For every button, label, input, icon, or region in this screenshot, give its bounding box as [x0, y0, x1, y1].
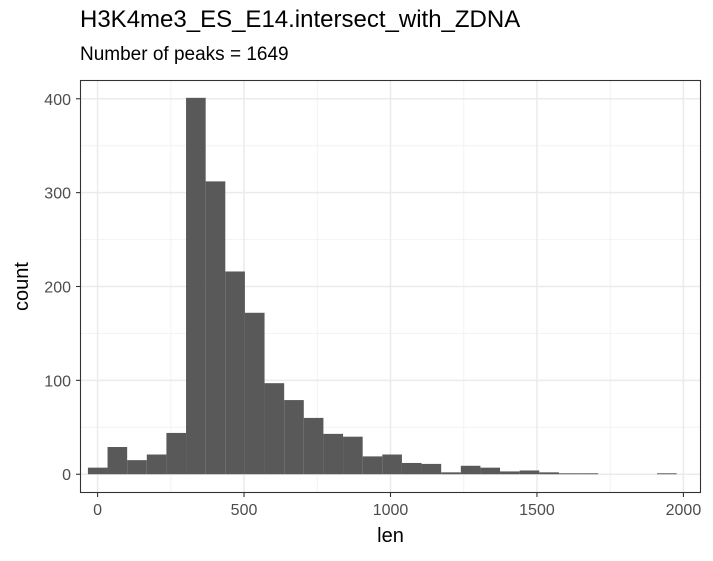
y-tick-label: 0: [62, 467, 71, 484]
histogram-bar: [578, 473, 599, 475]
histogram-bar: [244, 312, 265, 475]
y-axis-ticks: 0 100 200 300 400: [44, 92, 80, 484]
y-axis-title: count: [11, 262, 33, 311]
histogram-bar: [480, 467, 501, 475]
chart-title: H3K4me3_ES_E14.intersect_with_ZDNA: [80, 6, 521, 33]
histogram-bar: [657, 473, 677, 475]
y-tick-label: 400: [44, 92, 71, 109]
histogram-bar: [225, 271, 245, 475]
histogram-bar: [186, 97, 206, 475]
histogram-bar: [558, 473, 579, 475]
histogram-bar: [460, 465, 481, 475]
x-tick-label: 0: [93, 502, 102, 519]
x-tick-label: 2000: [666, 502, 702, 519]
histogram-bar: [303, 417, 324, 475]
histogram-bar: [519, 470, 540, 475]
histogram-bar: [166, 432, 187, 475]
histogram-bar: [362, 456, 383, 475]
y-tick-label: 200: [44, 280, 71, 297]
histogram-bar: [323, 433, 344, 475]
histogram-bar: [146, 454, 167, 475]
histogram-bar: [382, 454, 402, 475]
histogram-bar: [500, 471, 520, 475]
x-axis-title: len: [377, 525, 404, 547]
histogram-bar: [107, 447, 128, 475]
histogram-bar: [87, 467, 108, 475]
x-axis-ticks: 0 500 1000 1500 2000: [93, 493, 701, 519]
x-tick-label: 500: [231, 502, 258, 519]
histogram-bar: [127, 460, 147, 475]
y-tick-label: 300: [44, 186, 71, 203]
y-tick-label: 100: [44, 373, 71, 390]
histogram-bar: [284, 400, 304, 475]
histogram-bar: [539, 472, 559, 475]
x-tick-label: 1000: [373, 502, 409, 519]
histogram-bar: [441, 472, 461, 475]
chart-subtitle: Number of peaks = 1649: [80, 44, 289, 65]
histogram-bar: [343, 436, 363, 475]
x-tick-label: 1500: [519, 502, 555, 519]
histogram-bar: [205, 181, 226, 475]
histogram-bar: [421, 463, 442, 475]
plot-panel-border: [79, 79, 702, 494]
histogram-bars: [87, 97, 677, 475]
histogram-bar: [264, 383, 285, 475]
histogram-bar: [401, 462, 422, 475]
